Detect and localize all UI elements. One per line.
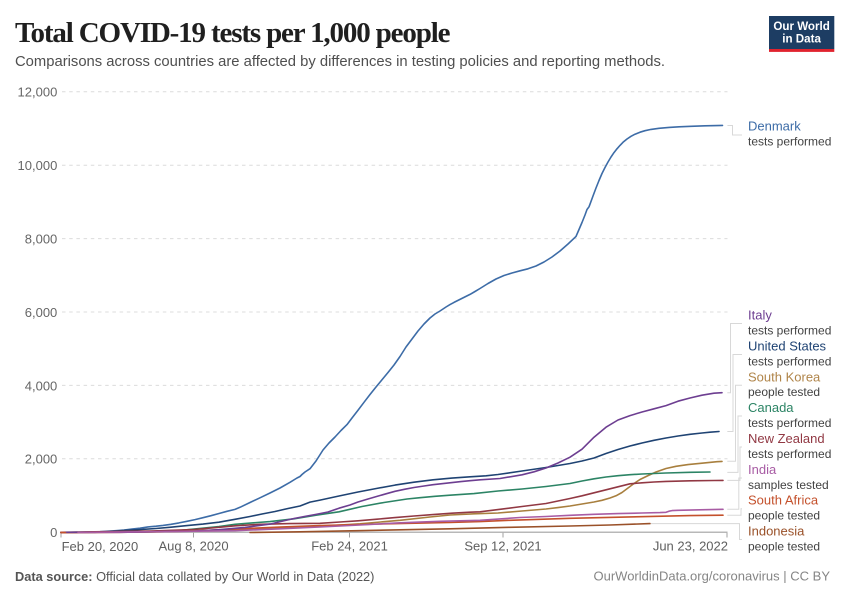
svg-text:tests performed: tests performed [748, 134, 831, 148]
svg-text:8,000: 8,000 [25, 232, 58, 247]
svg-text:Comparisons across countries a: Comparisons across countries are affecte… [15, 54, 665, 70]
svg-text:Data source: Official data col: Data source: Official data collated by O… [15, 569, 374, 584]
svg-text:South Korea: South Korea [748, 369, 821, 384]
svg-text:Feb 24, 2021: Feb 24, 2021 [311, 539, 388, 554]
svg-text:Our World: Our World [773, 20, 829, 33]
svg-text:OurWorldinData.org/coronavirus: OurWorldinData.org/coronavirus | CC BY [593, 569, 830, 584]
svg-text:samples tested: samples tested [748, 478, 829, 492]
svg-text:India: India [748, 462, 777, 477]
svg-text:tests performed: tests performed [748, 416, 831, 430]
svg-text:2,000: 2,000 [25, 452, 58, 467]
svg-text:Canada: Canada [748, 400, 794, 415]
svg-text:Sep 12, 2021: Sep 12, 2021 [464, 539, 541, 554]
svg-text:New Zealand: New Zealand [748, 431, 825, 446]
svg-text:people tested: people tested [748, 539, 820, 553]
svg-text:Italy: Italy [748, 308, 772, 323]
svg-text:people tested: people tested [748, 385, 820, 399]
svg-text:Aug 8, 2020: Aug 8, 2020 [158, 539, 228, 554]
svg-text:Total COVID-19 tests per 1,000: Total COVID-19 tests per 1,000 people [15, 17, 451, 49]
svg-text:Indonesia: Indonesia [748, 524, 805, 539]
svg-text:Feb 20, 2020: Feb 20, 2020 [62, 539, 139, 554]
svg-text:12,000: 12,000 [18, 85, 58, 100]
svg-text:United States: United States [748, 339, 827, 354]
svg-text:6,000: 6,000 [25, 305, 58, 320]
svg-text:4,000: 4,000 [25, 378, 58, 393]
svg-text:Denmark: Denmark [748, 119, 801, 134]
svg-text:tests performed: tests performed [748, 323, 831, 337]
svg-text:in Data: in Data [782, 33, 821, 46]
svg-text:tests performed: tests performed [748, 447, 831, 461]
svg-text:South Africa: South Africa [748, 493, 819, 508]
svg-text:people tested: people tested [748, 509, 820, 523]
svg-text:Jun 23, 2022: Jun 23, 2022 [653, 539, 728, 554]
svg-text:tests performed: tests performed [748, 354, 831, 368]
svg-text:10,000: 10,000 [18, 158, 58, 173]
svg-text:0: 0 [50, 525, 57, 540]
